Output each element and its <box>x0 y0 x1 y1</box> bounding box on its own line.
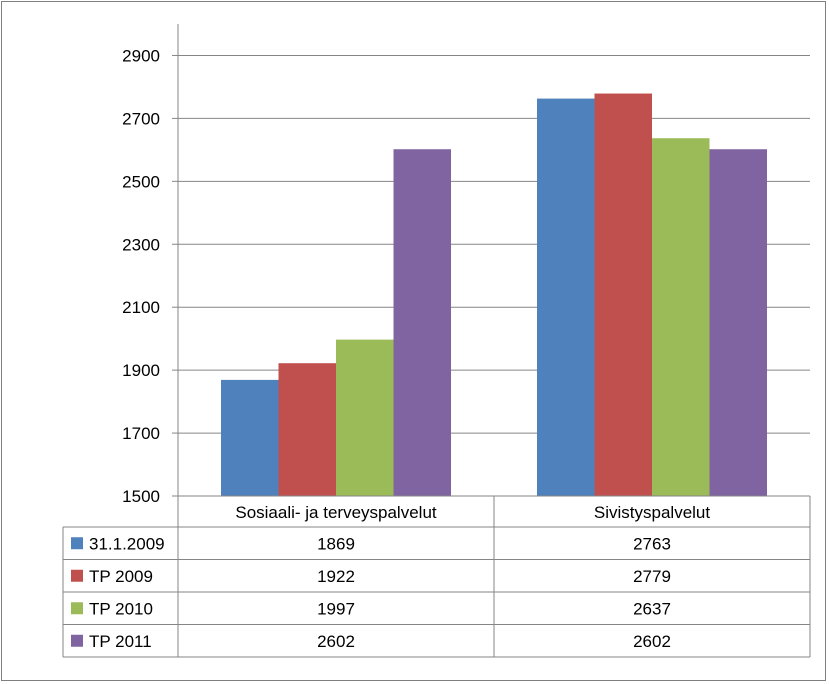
data-label: 2763 <box>633 534 671 553</box>
bar-2-2 <box>594 93 652 497</box>
y-tick-label: 1500 <box>122 487 160 506</box>
category-label: Sosiaali- ja terveyspalvelut <box>235 503 437 522</box>
bar-1-1 <box>221 379 279 496</box>
legend-series-name: TP 2011 <box>89 632 152 651</box>
category-label: Sivistyspalvelut <box>594 503 710 522</box>
y-tick-label: 2300 <box>122 235 160 254</box>
legend-key-swatch <box>71 634 83 647</box>
bar-2-4 <box>709 149 767 496</box>
legend-series-name: TP 2009 <box>89 567 153 586</box>
y-tick-labels: 1500 1700 1900 2100 2300 2500 2700 2900 <box>122 46 160 506</box>
bars <box>221 93 767 497</box>
data-label: 2602 <box>633 632 671 651</box>
bar-2-1 <box>537 98 595 497</box>
legend-key-swatch <box>71 569 83 582</box>
legend-key-swatch <box>71 602 83 615</box>
y-tick-label: 2700 <box>122 109 160 128</box>
y-tick-label: 1900 <box>122 361 160 380</box>
bar-1-4 <box>393 149 451 496</box>
data-label: 1997 <box>317 599 355 618</box>
bar-2-3 <box>652 138 710 496</box>
bar-1-3 <box>336 339 394 496</box>
data-label: 1922 <box>317 567 355 586</box>
data-label: 1869 <box>317 534 355 553</box>
axes <box>172 24 179 497</box>
y-tick-label: 2100 <box>122 298 160 317</box>
legend-series-name: TP 2010 <box>89 599 153 618</box>
legend-key-swatch <box>71 537 83 550</box>
y-tick-label: 2900 <box>122 46 160 65</box>
y-tick-label: 1700 <box>122 424 160 443</box>
y-tick-label: 2500 <box>122 172 160 191</box>
legend-series-name: 31.1.2009 <box>89 534 165 553</box>
data-label: 2637 <box>633 599 671 618</box>
data-label: 2602 <box>317 632 355 651</box>
data-label: 2779 <box>633 567 671 586</box>
bar-1-2 <box>278 363 336 496</box>
data-table: Sosiaali- ja terveyspalvelut Sivistyspalv… <box>62 495 811 658</box>
